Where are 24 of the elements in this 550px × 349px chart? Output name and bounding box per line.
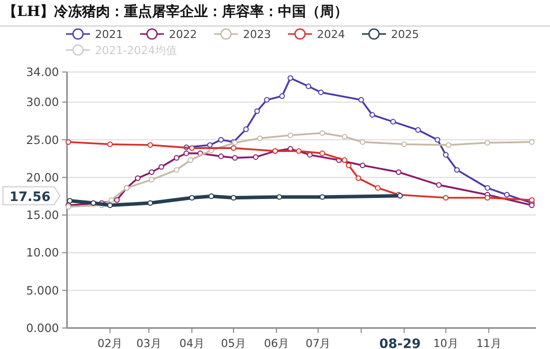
legend-label: 2022 <box>169 28 197 41</box>
x-tick-label: 11月 <box>476 337 502 349</box>
y-tick-label: 15.00 <box>26 208 59 222</box>
y-tick-label: 30.00 <box>26 95 59 110</box>
y-tick-label: 25.00 <box>26 132 59 147</box>
x-tick-label: 06月 <box>264 337 290 349</box>
legend-label: 2024 <box>317 28 345 41</box>
chart-title: 【LH】冷冻猪肉：重点屠宰企业：库容率：中国（周） <box>3 3 348 20</box>
x-tick-label: 07月 <box>306 337 331 349</box>
y-tick-label: 34.00 <box>26 65 59 79</box>
y-tick-label: 20.00 <box>26 170 59 184</box>
x-tick-label: 04月 <box>179 337 204 349</box>
text: 17.56 <box>9 190 51 205</box>
x-tick-label: 03月 <box>136 337 162 349</box>
legend-label: 2021 <box>95 28 123 41</box>
y-tick-label: 10.00 <box>26 246 59 260</box>
text: 08-29 <box>379 337 421 349</box>
y-tick-label: 5.000 <box>26 283 59 298</box>
x-tick-label: 10月 <box>433 337 458 349</box>
x-tick-label: 02月 <box>98 337 123 349</box>
legend-label: 2023 <box>243 28 271 41</box>
y-tick-label: 0.000 <box>26 321 59 335</box>
x-tick-label: 05月 <box>221 337 246 349</box>
legend-label: 2025 <box>391 28 419 41</box>
